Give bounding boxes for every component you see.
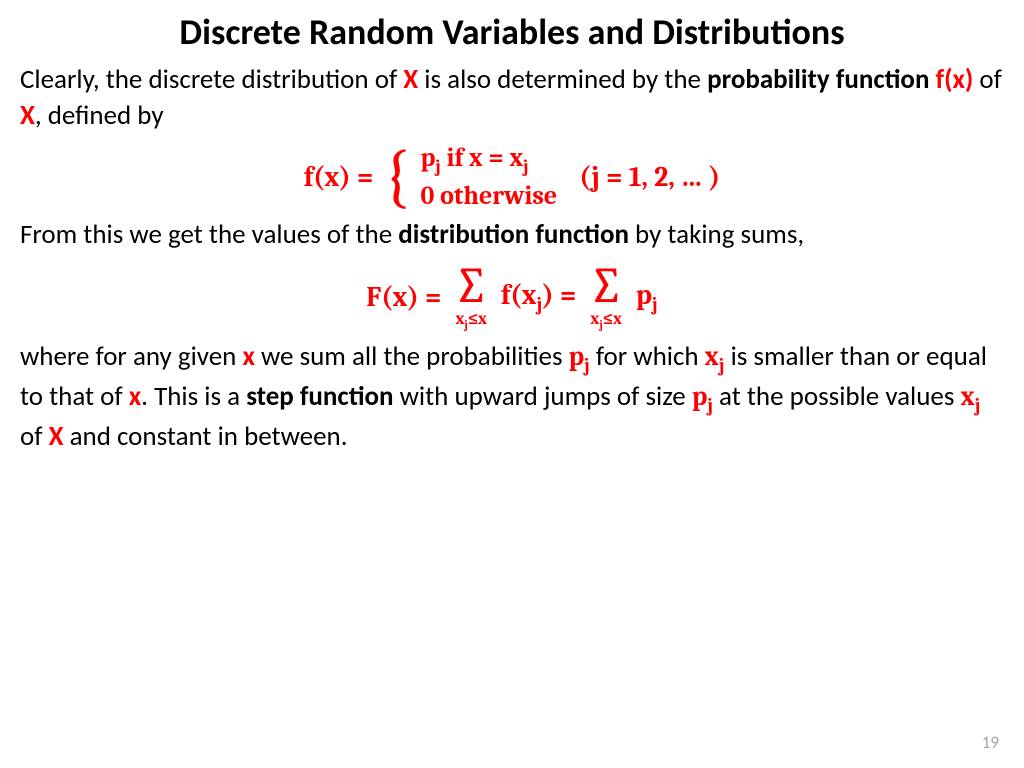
formula-1: f(x) = { pj if x = xj 0 otherwise (j = 1…: [20, 143, 1004, 211]
p3-t5: . This is a: [141, 380, 246, 413]
p1-prob-func: probability function: [707, 63, 935, 96]
p1-fx: f(x): [936, 63, 974, 96]
f1-case2: 0 otherwise: [421, 181, 558, 211]
p3-x2: x: [129, 380, 141, 413]
p3-t3: for which: [590, 340, 705, 373]
f1-rhs: (j = 1, 2, … ): [579, 161, 720, 193]
p3-xj2: xj: [961, 381, 981, 412]
p1-text2: is also determined by the: [418, 63, 707, 96]
p1-text3: of: [973, 63, 1002, 96]
p3-t6: with upward jumps of size: [394, 380, 692, 413]
p3-t7: at the possible values: [713, 380, 961, 413]
paragraph-3: where for any given x we sum all the pro…: [20, 339, 1004, 455]
p2-dist-func: distribution function: [398, 218, 629, 251]
p1-text1: Clearly, the discrete distribution of: [20, 63, 403, 96]
p3-step-func: step function: [246, 380, 393, 413]
f1-case1: pj if x = xj: [421, 143, 558, 177]
p3-xj: xj: [705, 341, 725, 372]
f2-lhs: F(x) =: [366, 281, 441, 313]
slide-title: Discrete Random Variables and Distributi…: [20, 10, 1004, 54]
p3-t8: of: [20, 420, 49, 453]
p3-pj: pj: [569, 341, 590, 372]
f1-cases: pj if x = xj 0 otherwise: [421, 143, 558, 211]
paragraph-1: Clearly, the discrete distribution of X …: [20, 62, 1004, 135]
p2-text2: by taking sums,: [629, 218, 804, 251]
p3-pj2: pj: [692, 381, 713, 412]
p3-t9: and constant in between.: [63, 420, 347, 453]
p1-X1: X: [403, 63, 418, 96]
page-number: 19: [982, 732, 999, 753]
formula-2: F(x) = ∑ xj≤x f(xj) = ∑ xj≤x pj: [20, 262, 1004, 333]
f2-sum2: ∑ xj≤x: [588, 264, 623, 331]
sigma-icon: ∑: [588, 264, 623, 309]
f1-lhs: f(x) =: [304, 161, 374, 193]
p3-x: x: [242, 340, 254, 373]
p1-text4: , defined by: [35, 99, 164, 132]
f2-mid: f(xj) =: [501, 279, 577, 316]
p2-text1: From this we get the values of the: [20, 218, 398, 251]
f2-rhs: pj: [636, 279, 658, 316]
paragraph-2: From this we get the values of the distr…: [20, 217, 1004, 253]
f2-sum1: ∑ xj≤x: [454, 264, 489, 331]
p3-t2: we sum all the probabilities: [255, 340, 569, 373]
brace-icon: {: [383, 149, 410, 205]
sigma-icon: ∑: [454, 264, 489, 309]
p3-X: X: [49, 420, 64, 453]
p3-t1: where for any given: [20, 340, 242, 373]
p1-X2: X: [20, 99, 35, 132]
